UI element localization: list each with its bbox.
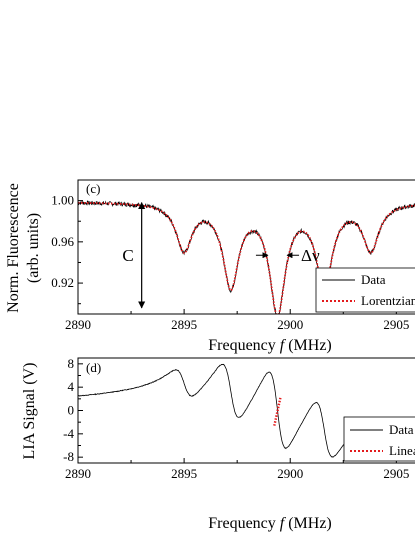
series-linear-fit [273,396,282,426]
panel-d-ytick-label-4: -8 [63,449,74,464]
panel-d-xtick-label-0: 2890 [65,466,91,481]
panel-c-xtick-label-1: 2895 [171,317,197,332]
width-label: Δν [301,246,320,265]
panel-c-xtick-label-2: 2900 [277,317,303,332]
panel-c-xtick-label-3: 2905 [383,317,409,332]
contrast-label: C [122,246,133,265]
panel-c-legend: Data Lorentzian [315,267,415,313]
panel-c-ytick-label-0: 1.00 [51,193,74,208]
panel-c-ylabel-line2: (arb. units) [25,213,42,283]
panel-d-legend-box [343,416,415,462]
panel-d-xtick-label-1: 2895 [171,466,197,481]
legend-label-lorentzian: Lorentzian [361,293,415,308]
legend-label-data-d: Data [389,422,414,437]
panel-c-legend-box [315,267,415,313]
panel-c-xlabel: Frequency f (MHz) [208,337,332,354]
panel-d: 8 4 0 -4 -8 2890 2895 2900 2905 (d) LIA Signal (… [21,356,415,532]
panel-c-frame [77,179,415,315]
panel-c-xtick-label-0: 2890 [65,317,91,332]
panel-c-ytick-label-1: 0.96 [51,234,74,249]
panel-d-xtick-label-2: 2900 [277,466,303,481]
panel-c-ytick-label-2: 0.92 [51,275,74,290]
panel-c-tag: (c) [86,181,100,196]
panel-d-ytick-label-0: 8 [68,356,75,371]
legend-label-data: Data [361,272,386,287]
panel-d-ytick-label-3: -4 [63,426,74,441]
legend-label-linear: Linear [389,443,415,458]
panel-d-ytick-label-1: 4 [68,379,75,394]
panel-d-ytick-label-2: 0 [68,403,75,418]
panel-d-xtick-label-3: 2905 [383,466,409,481]
panel-d-ylabel: LIA Signal (V) [21,363,38,460]
panel-c-ylabel-line1: Norm. Fluorescence [5,183,22,313]
panel-d-tag: (d) [86,360,101,375]
panel-d-legend: Data Linear [343,416,415,462]
panel-d-xlabel: Frequency f (MHz) [208,515,332,532]
panel-c: 1.00 0.96 0.92 2890 2895 2900 2905 (c) Norm. F… [5,179,415,354]
